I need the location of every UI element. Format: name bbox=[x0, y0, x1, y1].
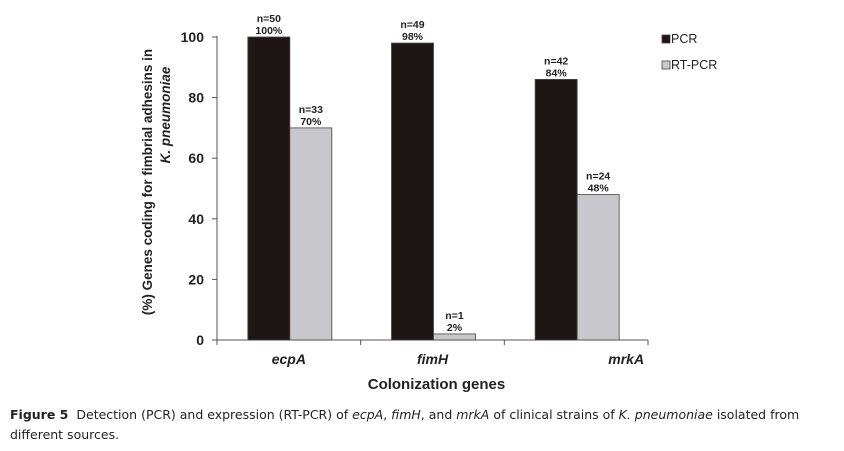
bar-rtpcr-fimH bbox=[433, 333, 476, 341]
caption-text-run: , and bbox=[420, 407, 457, 422]
x-tick-label: mrkA bbox=[608, 351, 644, 367]
data-label-n: n=49 bbox=[400, 19, 424, 31]
caption-italic-term: mrkA bbox=[456, 407, 490, 422]
bar-rtpcr-ecpA bbox=[289, 127, 333, 341]
caption-text: Detection (PCR) and expression (RT-PCR) … bbox=[10, 407, 799, 442]
caption-text-run: Detection (PCR) and expression (RT-PCR) … bbox=[76, 407, 353, 422]
bar-rtpcr-mrkA bbox=[576, 194, 620, 341]
legend-label: RT-PCR bbox=[671, 58, 717, 72]
legend-swatch-rtpcr bbox=[661, 60, 671, 70]
y-axis-title-species: K. pneumoniae bbox=[158, 66, 173, 163]
data-label-pct: 84% bbox=[546, 67, 568, 79]
data-label-n: n=33 bbox=[299, 104, 323, 116]
caption-italic-term: ecpA bbox=[352, 407, 384, 422]
y-tick-label: 60 bbox=[188, 150, 204, 166]
y-tick-label: 100 bbox=[181, 29, 205, 45]
x-axis-title: Colonization genes bbox=[368, 376, 506, 393]
legend-label: PCR bbox=[671, 32, 697, 46]
legend-swatch-pcr bbox=[661, 34, 671, 44]
bar-pcr-fimH bbox=[391, 42, 434, 341]
bar-pcr-ecpA bbox=[247, 36, 291, 341]
caption-text-run: of clinical strains of bbox=[489, 407, 619, 422]
bar-pcr-mrkA bbox=[534, 79, 578, 341]
data-label-pct: 98% bbox=[402, 31, 424, 43]
x-tick-label: ecpA bbox=[272, 351, 306, 367]
x-tick-label: fimH bbox=[417, 351, 449, 367]
y-tick-label: 40 bbox=[188, 211, 204, 227]
caption-text-run: isolated from different sources. bbox=[10, 407, 800, 442]
y-tick-label: 20 bbox=[188, 271, 204, 287]
y-tick-label: 0 bbox=[196, 332, 204, 348]
data-label-n: n=1 bbox=[445, 310, 464, 322]
figure-caption: Figure 5 Detection (PCR) and expression (… bbox=[10, 405, 840, 445]
y-axis-title: (%) Genes coding for fimbrial adhesins i… bbox=[140, 49, 155, 315]
data-label-n: n=42 bbox=[544, 55, 568, 67]
data-label-pct: 70% bbox=[300, 116, 322, 128]
y-tick-label: 80 bbox=[188, 90, 204, 106]
data-label-pct: 100% bbox=[255, 25, 283, 37]
data-label-n: n=50 bbox=[257, 13, 281, 25]
data-label-n: n=24 bbox=[586, 171, 610, 183]
caption-italic-term: K. pneumoniae bbox=[618, 407, 713, 422]
data-label-pct: 48% bbox=[588, 183, 610, 195]
caption-text-run: , bbox=[383, 407, 392, 422]
data-label-pct: 2% bbox=[447, 322, 463, 334]
figure-label: Figure 5 bbox=[10, 407, 69, 422]
caption-italic-term: fimH bbox=[391, 407, 421, 422]
